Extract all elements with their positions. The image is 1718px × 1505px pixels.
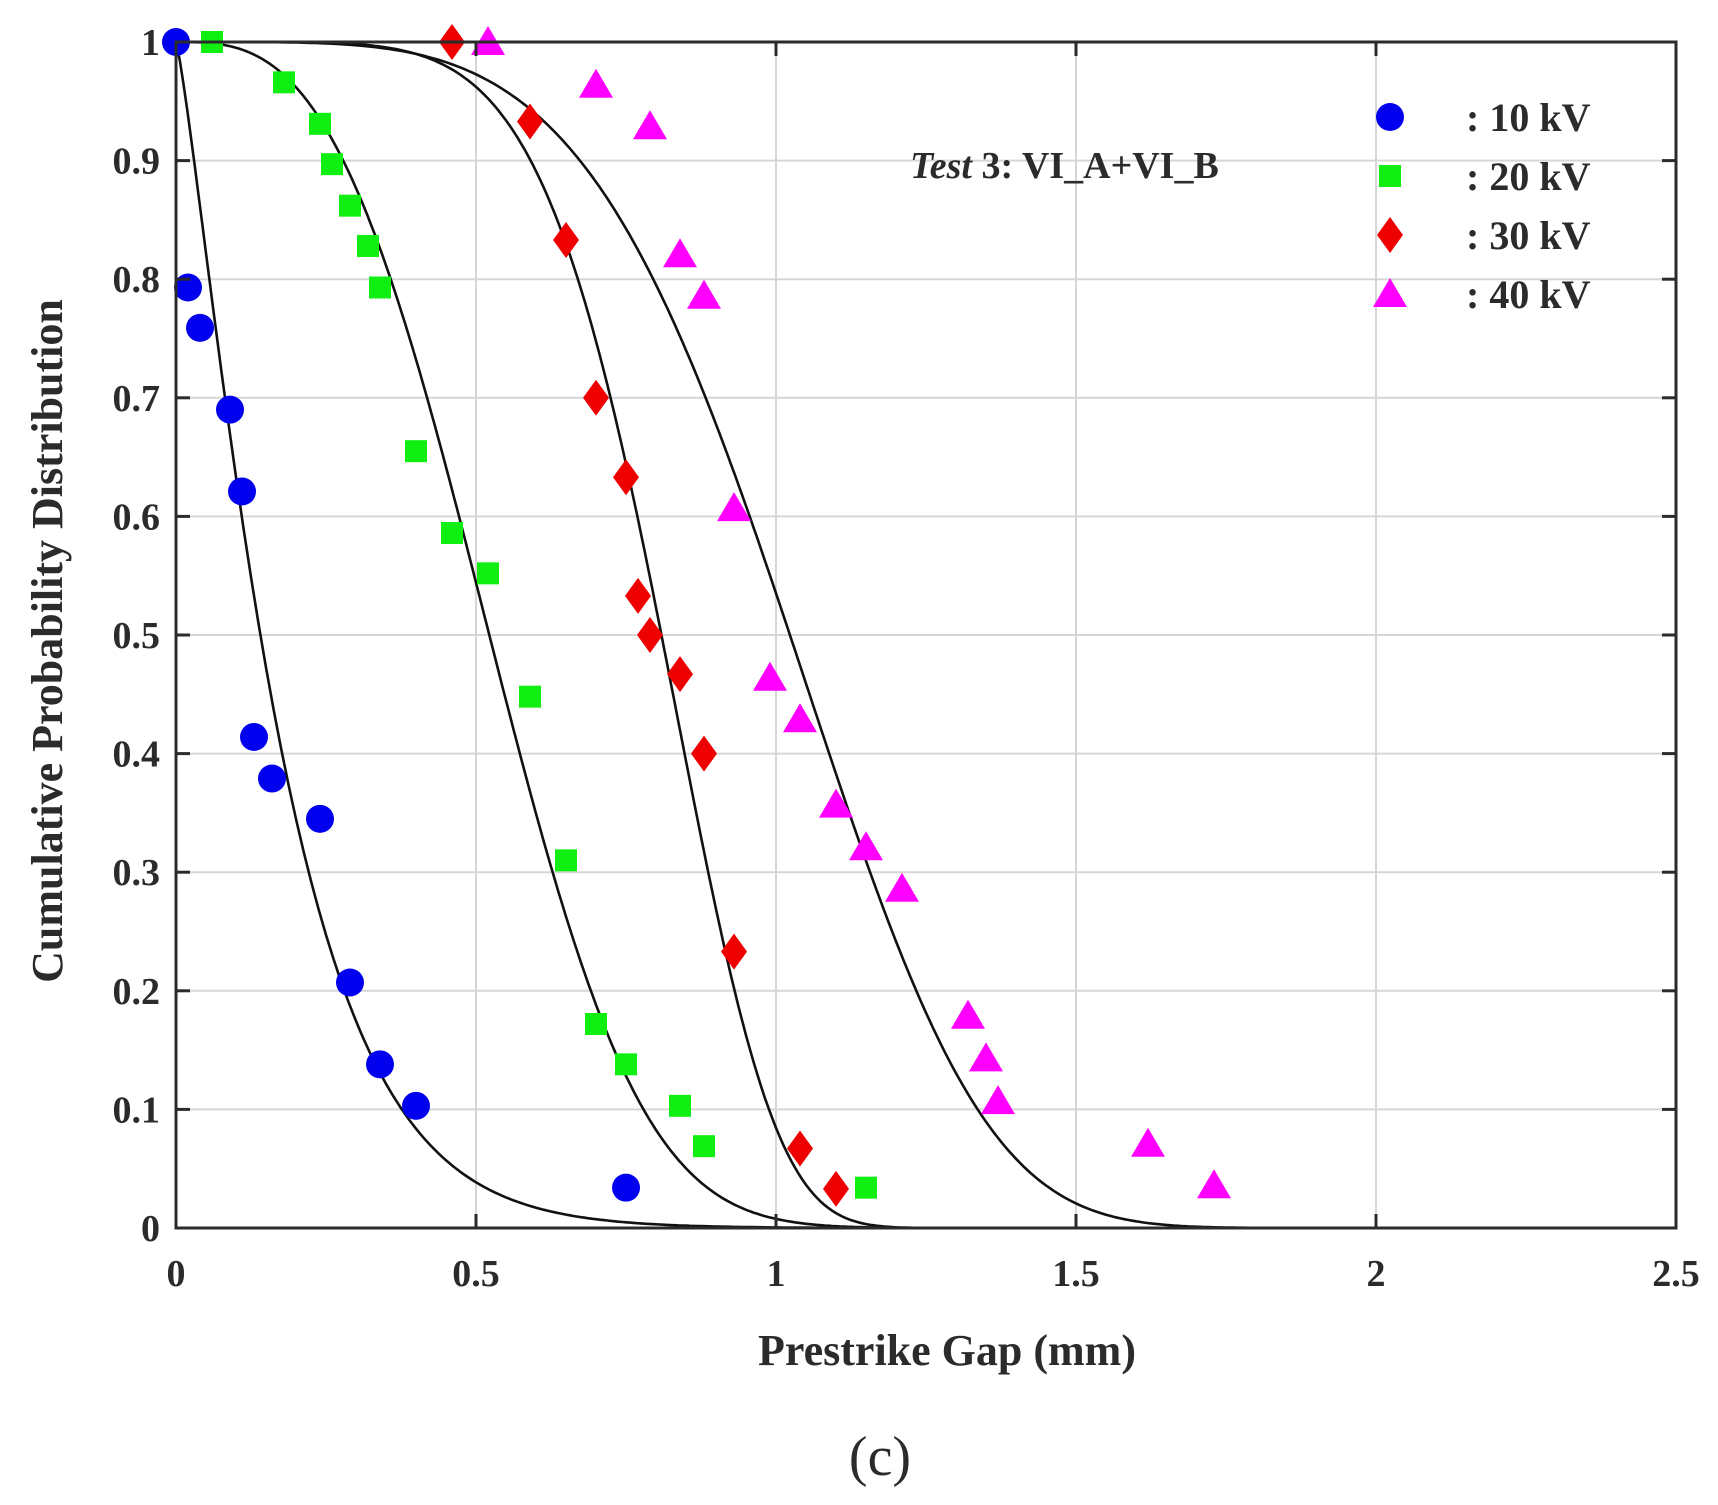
y-tick-label: 0.4 <box>113 734 161 776</box>
x-axis-label: Prestrike Gap (mm) <box>758 1326 1136 1375</box>
data-point-square <box>309 112 331 135</box>
y-tick-label: 0.5 <box>113 615 161 657</box>
grid-lines <box>175 41 1677 1229</box>
data-point-triangle <box>783 703 817 733</box>
legend-marker-square <box>1379 165 1401 187</box>
y-tick-label: 0.1 <box>113 1089 161 1131</box>
y-tick-label: 0.8 <box>113 259 161 301</box>
y-tick-label: 0.6 <box>113 496 161 538</box>
x-tick-label: 2 <box>1367 1253 1386 1295</box>
data-point-triangle <box>981 1085 1015 1115</box>
legend-marker-circle <box>1376 103 1404 131</box>
annotation-rest: 3: VI_A+VI_B <box>972 145 1219 187</box>
data-point-triangle <box>579 68 613 98</box>
data-point-circle <box>402 1091 430 1120</box>
y-tick-label: 0 <box>141 1208 160 1250</box>
data-point-diamond <box>667 656 693 693</box>
legend: : 10 kV : 20 kV : 30 kV : 40 kV <box>1373 95 1591 317</box>
data-point-circle <box>186 313 214 342</box>
data-point-triangle <box>849 831 883 861</box>
x-tick-label: 0 <box>167 1253 186 1295</box>
data-point-square <box>273 71 295 94</box>
panel-label: (c) <box>849 1426 911 1488</box>
y-tick-label: 1 <box>141 22 160 64</box>
y-tick-label: 0.2 <box>113 971 161 1013</box>
data-point-triangle <box>753 661 787 691</box>
data-point-circle <box>228 477 256 506</box>
data-point-diamond <box>691 735 717 772</box>
data-point-diamond <box>625 577 651 614</box>
data-point-square <box>357 234 379 257</box>
data-point-triangle <box>819 788 853 818</box>
legend-marker-triangle <box>1373 278 1407 307</box>
data-point-circle <box>306 804 334 833</box>
data-point-triangle <box>1131 1127 1165 1157</box>
data-point-triangle <box>687 279 721 309</box>
data-point-square <box>339 194 361 217</box>
data-point-square <box>477 562 499 585</box>
data-point-diamond <box>721 933 747 970</box>
data-point-diamond <box>517 103 543 140</box>
data-point-diamond <box>553 222 579 259</box>
data-point-diamond <box>823 1170 849 1207</box>
data-point-square <box>441 522 463 545</box>
data-point-diamond <box>583 379 609 416</box>
data-point-triangle <box>633 110 667 140</box>
axis-ticks: 0 0.5 1 1.5 2 2.5 0 0.1 0.2 0.3 0.4 0.5 0.6 0.7 0.8 0.9… <box>113 22 1700 1295</box>
legend-label: : 40 kV <box>1466 272 1591 317</box>
data-point-triangle <box>951 999 985 1029</box>
data-point-square <box>693 1135 715 1158</box>
x-tick-label: 0.5 <box>452 1253 500 1295</box>
data-point-diamond <box>613 459 639 496</box>
data-point-diamond <box>787 1130 813 1167</box>
data-point-circle <box>366 1050 394 1079</box>
data-point-diamond <box>637 617 663 653</box>
data-point-triangle <box>1197 1169 1231 1199</box>
data-point-circle <box>216 395 244 424</box>
data-point-triangle <box>969 1042 1003 1072</box>
data-point-square <box>855 1176 877 1199</box>
data-point-triangle <box>717 492 751 522</box>
x-tick-label: 2.5 <box>1652 1253 1700 1295</box>
y-tick-label: 0.9 <box>113 141 161 183</box>
legend-label: : 20 kV <box>1466 154 1591 199</box>
legend-label: : 10 kV <box>1466 95 1591 140</box>
data-point-square <box>585 1013 607 1036</box>
y-tick-label: 0.7 <box>113 378 161 420</box>
legend-label: : 30 kV <box>1466 213 1591 258</box>
y-tick-label: 0.3 <box>113 852 161 894</box>
data-point-square <box>669 1094 691 1117</box>
x-tick-label: 1.5 <box>1052 1253 1100 1295</box>
data-point-square <box>615 1053 637 1076</box>
data-markers <box>162 24 1231 1207</box>
x-tick-label: 1 <box>767 1253 786 1295</box>
data-point-circle <box>240 722 268 751</box>
data-point-triangle <box>663 238 697 268</box>
data-point-square <box>519 685 541 708</box>
data-point-square <box>321 153 343 176</box>
data-point-circle <box>336 968 364 997</box>
data-point-triangle <box>885 872 919 902</box>
data-point-circle <box>258 764 286 793</box>
data-point-square <box>405 440 427 463</box>
annotation-italic: Test <box>910 145 973 187</box>
y-axis-label: Cumulative Probability Distribution <box>23 299 72 983</box>
test-annotation: Test 3: VI_A+VI_B <box>910 145 1219 187</box>
data-point-circle <box>612 1173 640 1202</box>
data-point-square <box>555 849 577 872</box>
legend-marker-diamond <box>1377 217 1403 253</box>
data-point-square <box>369 276 391 299</box>
